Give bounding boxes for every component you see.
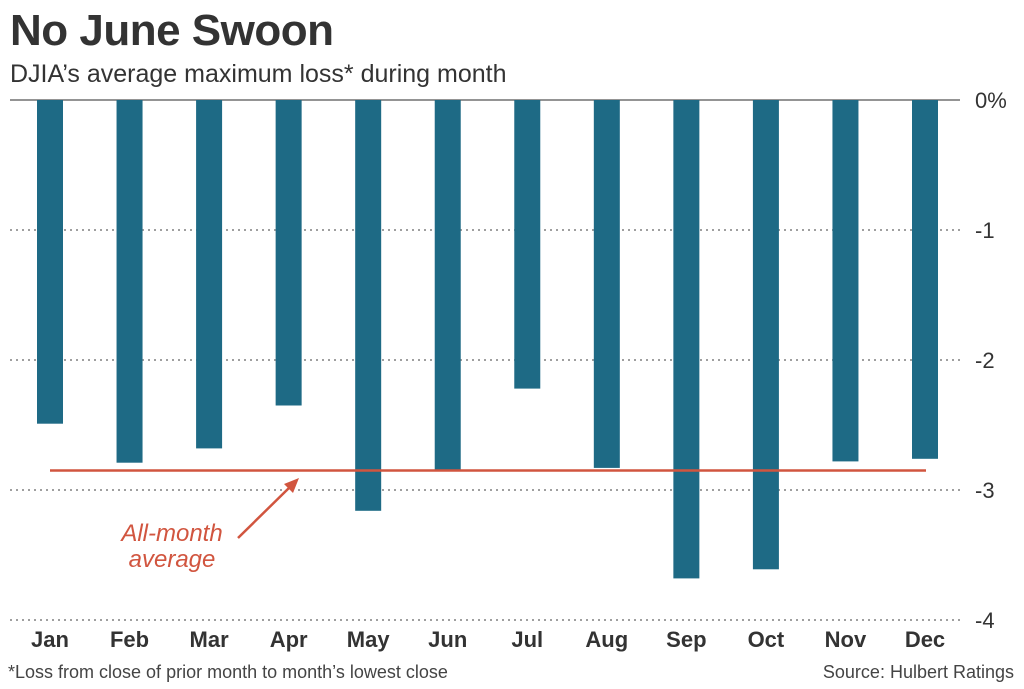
x-tick-label: Apr	[270, 627, 308, 652]
source-note: Source: Hulbert Ratings	[822, 662, 1014, 682]
bar-dec	[912, 100, 938, 459]
annotation-arrow	[237, 484, 293, 539]
average-annotation-line1: All-month	[119, 520, 222, 547]
bar-jul	[514, 100, 541, 389]
bar-may	[355, 100, 382, 511]
bar-sep	[673, 100, 700, 579]
bar-feb	[116, 100, 143, 463]
y-tick-label: -3	[975, 478, 995, 503]
x-tick-label: Nov	[825, 627, 867, 652]
chart-subtitle: DJIA’s average maximum loss* during mont…	[10, 60, 507, 88]
y-tick-label: -1	[975, 218, 995, 243]
x-tick-label: Sep	[666, 627, 706, 652]
footnote: *Loss from close of prior month to month…	[8, 662, 448, 682]
bar-jun	[434, 100, 461, 471]
bar-mar	[196, 100, 223, 449]
bar-oct	[752, 100, 779, 570]
x-tick-label: Dec	[905, 627, 945, 652]
annotation-arrowhead	[284, 478, 299, 493]
x-tick-label: Jan	[31, 627, 69, 652]
x-tick-label: Mar	[190, 627, 230, 652]
bar-apr	[275, 100, 302, 406]
bar-nov	[832, 100, 859, 462]
bar-aug	[593, 100, 620, 468]
y-tick-label: -2	[975, 348, 995, 373]
x-tick-label: Aug	[585, 627, 628, 652]
x-tick-label: Oct	[748, 627, 785, 652]
x-tick-label: Jun	[428, 627, 467, 652]
bar-jan	[37, 100, 63, 424]
average-annotation-line2: average	[129, 546, 216, 573]
x-tick-label: Jul	[511, 627, 543, 652]
y-tick-label: -4	[975, 608, 995, 633]
x-tick-label: Feb	[110, 627, 149, 652]
y-tick-label: 0%	[975, 88, 1007, 113]
chart-title: No June Swoon	[10, 6, 334, 55]
x-tick-label: May	[347, 627, 391, 652]
